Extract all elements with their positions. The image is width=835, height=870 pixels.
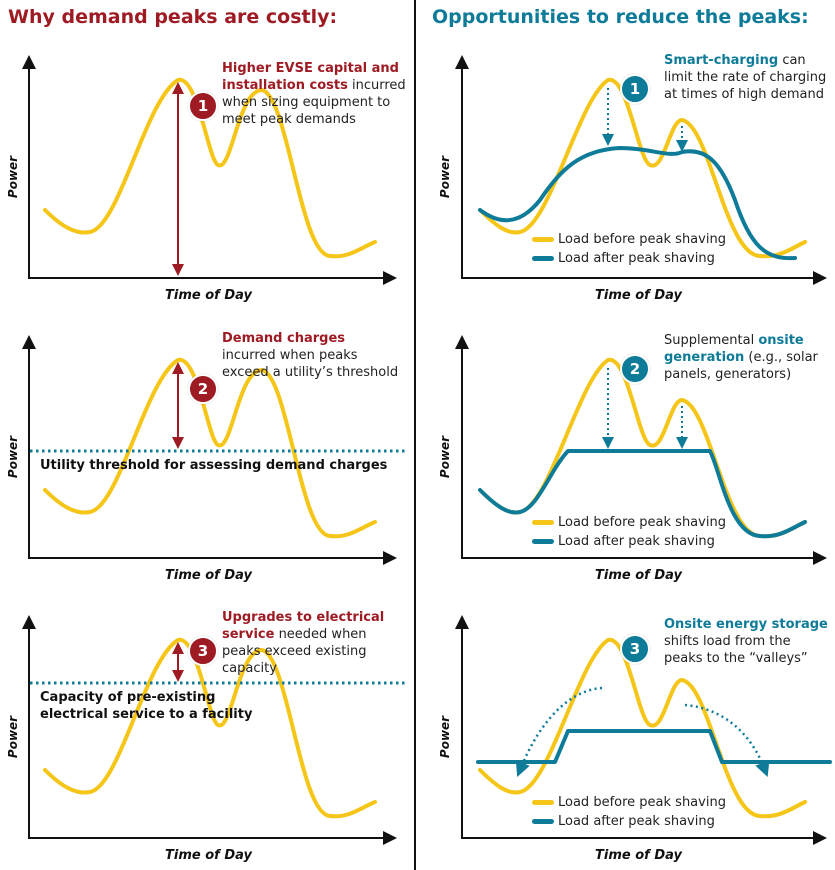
- panel-note: Supplemental onsite generation (e.g., so…: [664, 332, 830, 383]
- note-pre: Supplemental: [664, 333, 755, 348]
- badge-1: 1: [188, 91, 218, 121]
- legend-before-swatch: [532, 237, 554, 242]
- legend-after-swatch: [532, 539, 554, 544]
- legend-after-label: Load after peak shaving: [558, 814, 715, 829]
- axes: [22, 55, 397, 285]
- note-text: can limit the rate of charging at times …: [664, 53, 827, 102]
- left-panel-sizing: Power Time of Day 1 Higher EVSE capital …: [0, 30, 412, 310]
- badge-1: 1: [620, 74, 650, 104]
- legend-after-swatch: [532, 256, 554, 261]
- panel-note: Upgrades to electrical service needed wh…: [222, 609, 408, 677]
- legend: Load before peak shaving Load after peak…: [532, 793, 726, 831]
- left-panel-demand-charges: Power Time of Day 2 Demand charges incur…: [0, 310, 412, 590]
- y-axis-label: Power: [6, 435, 21, 479]
- note-title: Demand charges: [222, 331, 346, 346]
- badge-2: 2: [188, 374, 218, 404]
- note-title: Smart-charging: [664, 53, 779, 68]
- left-heading: Why demand peaks are costly:: [8, 6, 338, 28]
- note-text: needed when peaks exceed existing capaci…: [222, 627, 367, 676]
- note-text: shifts load from the peaks to the “valle…: [664, 634, 808, 666]
- right-heading: Opportunities to reduce the peaks:: [432, 6, 809, 28]
- note-title: Higher EVSE capital and installation cos…: [222, 61, 399, 93]
- right-panel-energy-storage: Power Time of Day 3 Onsite energy storag…: [420, 590, 832, 870]
- note-text: incurred when sizing equipment to meet p…: [222, 78, 406, 127]
- shaved-curve: [478, 145, 797, 261]
- legend-after-swatch: [532, 819, 554, 824]
- x-axis-label: Time of Day: [595, 288, 682, 303]
- shift-arrow-left: [515, 686, 603, 777]
- load-curve: [478, 78, 807, 259]
- y-axis-label: Power: [438, 155, 453, 199]
- right-panel-2-graph: [455, 335, 827, 565]
- load-curve: [43, 358, 377, 539]
- left-panel-service-upgrades: Power Time of Day 3 Upgrades to electric…: [0, 590, 412, 870]
- badge-3: 3: [188, 636, 218, 666]
- y-axis-label: Power: [6, 715, 21, 759]
- capacity-label-line-1: Capacity of pre-existing: [40, 690, 216, 705]
- load-curve: [478, 638, 807, 819]
- note-title: Upgrades to electrical service: [222, 610, 385, 642]
- x-axis-label: Time of Day: [165, 848, 252, 863]
- shaved-curve: [478, 449, 807, 539]
- panel-note: Higher EVSE capital and installation cos…: [222, 60, 407, 128]
- axes: [22, 615, 397, 845]
- legend-after: Load after peak shaving: [532, 249, 726, 268]
- legend-before-label: Load before peak shaving: [558, 232, 726, 247]
- load-curve: [43, 638, 377, 819]
- left-panel-3-graph: [22, 615, 405, 845]
- note-text: incurred when peaks exceed a utility’s t…: [222, 348, 399, 380]
- legend-before: Load before peak shaving: [532, 230, 726, 249]
- shaved-curve: [476, 729, 832, 764]
- column-divider: [414, 0, 416, 870]
- load-curve: [43, 78, 377, 259]
- x-axis-label: Time of Day: [595, 568, 682, 583]
- right-panel-3-graph: [455, 615, 832, 845]
- panel-note: Demand charges incurred when peaks excee…: [222, 330, 402, 381]
- y-axis-label: Power: [438, 435, 453, 479]
- legend: Load before peak shaving Load after peak…: [532, 230, 726, 268]
- right-panel-onsite-generation: Power Time of Day 2 Supplemental onsite …: [420, 310, 832, 590]
- note-title: onsite generation: [664, 333, 804, 365]
- legend-after-label: Load after peak shaving: [558, 534, 715, 549]
- axes: [455, 335, 827, 565]
- panel-note: Onsite energy storage shifts load from t…: [664, 616, 830, 667]
- right-panel-1-graph: [455, 55, 827, 285]
- note-title: Onsite energy storage: [664, 617, 828, 632]
- legend-before-swatch: [532, 520, 554, 525]
- legend-before-swatch: [532, 800, 554, 805]
- legend: Load before peak shaving Load after peak…: [532, 513, 726, 551]
- legend-before-label: Load before peak shaving: [558, 795, 726, 810]
- axes: [455, 55, 827, 285]
- legend-before: Load before peak shaving: [532, 793, 726, 812]
- capacity-label-line-2: electrical service to a facility: [40, 707, 253, 722]
- y-axis-label: Power: [438, 715, 453, 759]
- axes: [22, 335, 397, 565]
- threshold-label: Utility threshold for assessing demand c…: [40, 458, 388, 473]
- note-text: (e.g., solar panels, generators): [664, 350, 818, 382]
- legend-after: Load after peak shaving: [532, 532, 726, 551]
- x-axis-label: Time of Day: [165, 288, 252, 303]
- legend-after: Load after peak shaving: [532, 812, 726, 831]
- axes: [455, 615, 827, 845]
- y-axis-label: Power: [6, 155, 21, 199]
- legend-before: Load before peak shaving: [532, 513, 726, 532]
- left-panel-1-graph: [22, 55, 397, 285]
- x-axis-label: Time of Day: [165, 568, 252, 583]
- x-axis-label: Time of Day: [595, 848, 682, 863]
- shift-arrow-right: [684, 703, 770, 778]
- badge-3: 3: [620, 634, 650, 664]
- legend-before-label: Load before peak shaving: [558, 515, 726, 530]
- right-panel-smart-charging: Power Time of Day 1 Smart-charging can l…: [420, 30, 832, 310]
- panel-note: Smart-charging can limit the rate of cha…: [664, 52, 830, 103]
- left-panel-2-graph: [22, 335, 405, 565]
- badge-2: 2: [620, 354, 650, 384]
- legend-after-label: Load after peak shaving: [558, 251, 715, 266]
